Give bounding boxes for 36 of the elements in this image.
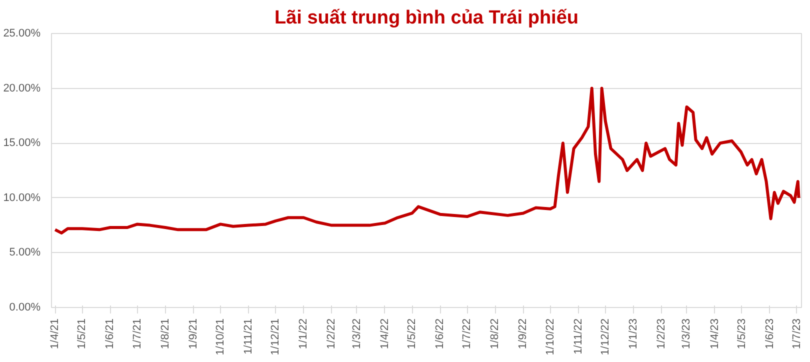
x-tick-label: 1/12/22 <box>599 318 612 356</box>
x-tick-label: 1/4/23 <box>708 318 721 350</box>
y-tick-label: 5.00% <box>9 246 41 259</box>
x-tick-label: 1/3/23 <box>680 318 693 350</box>
x-tick-label: 1/2/22 <box>326 318 338 350</box>
y-tick-label: 0.00% <box>9 302 41 314</box>
x-tick-label: 1/7/22 <box>461 318 474 350</box>
x-tick-label: 1/7/21 <box>131 318 144 350</box>
x-tick-label: 1/6/23 <box>764 318 776 350</box>
y-tick-label: 10.00% <box>3 192 41 204</box>
x-tick-label: 1/4/21 <box>49 318 62 350</box>
x-tick-label: 1/7/23 <box>790 318 803 350</box>
x-tick-label: 1/4/22 <box>378 318 391 350</box>
x-tick-label: 1/5/21 <box>76 318 88 350</box>
y-tick-label: 15.00% <box>3 137 41 150</box>
x-tick-label: 1/10/21 <box>214 318 226 356</box>
y-tick-label: 20.00% <box>3 82 41 94</box>
x-tick-label: 1/1/22 <box>298 318 310 350</box>
x-tick-label: 1/8/22 <box>489 318 502 350</box>
x-tick-label: 1/5/23 <box>736 318 748 350</box>
x-tick-label: 1/5/22 <box>406 318 418 350</box>
x-tick-label: 1/11/22 <box>572 318 584 354</box>
x-tick-label: 1/9/21 <box>187 318 200 350</box>
x-tick-label: 1/8/21 <box>159 318 172 350</box>
line-series <box>54 86 800 234</box>
x-tick-label: 1/2/23 <box>655 318 668 350</box>
chart-title: Lãi suất trung bình của Trái phiếu <box>274 8 579 28</box>
x-tick-label: 1/6/22 <box>434 318 446 350</box>
x-tick-label: 1/1/23 <box>627 318 640 350</box>
x-tick-label: 1/11/21 <box>242 318 254 354</box>
x-tick-label: 1/9/22 <box>517 318 530 350</box>
x-tick-label: 1/12/21 <box>270 318 282 356</box>
x-tick-label: 1/3/22 <box>350 318 363 350</box>
y-tick-label: 25.00% <box>3 28 41 40</box>
x-tick-label: 1/6/21 <box>104 318 116 350</box>
x-tick-label: 1/10/22 <box>544 318 556 356</box>
